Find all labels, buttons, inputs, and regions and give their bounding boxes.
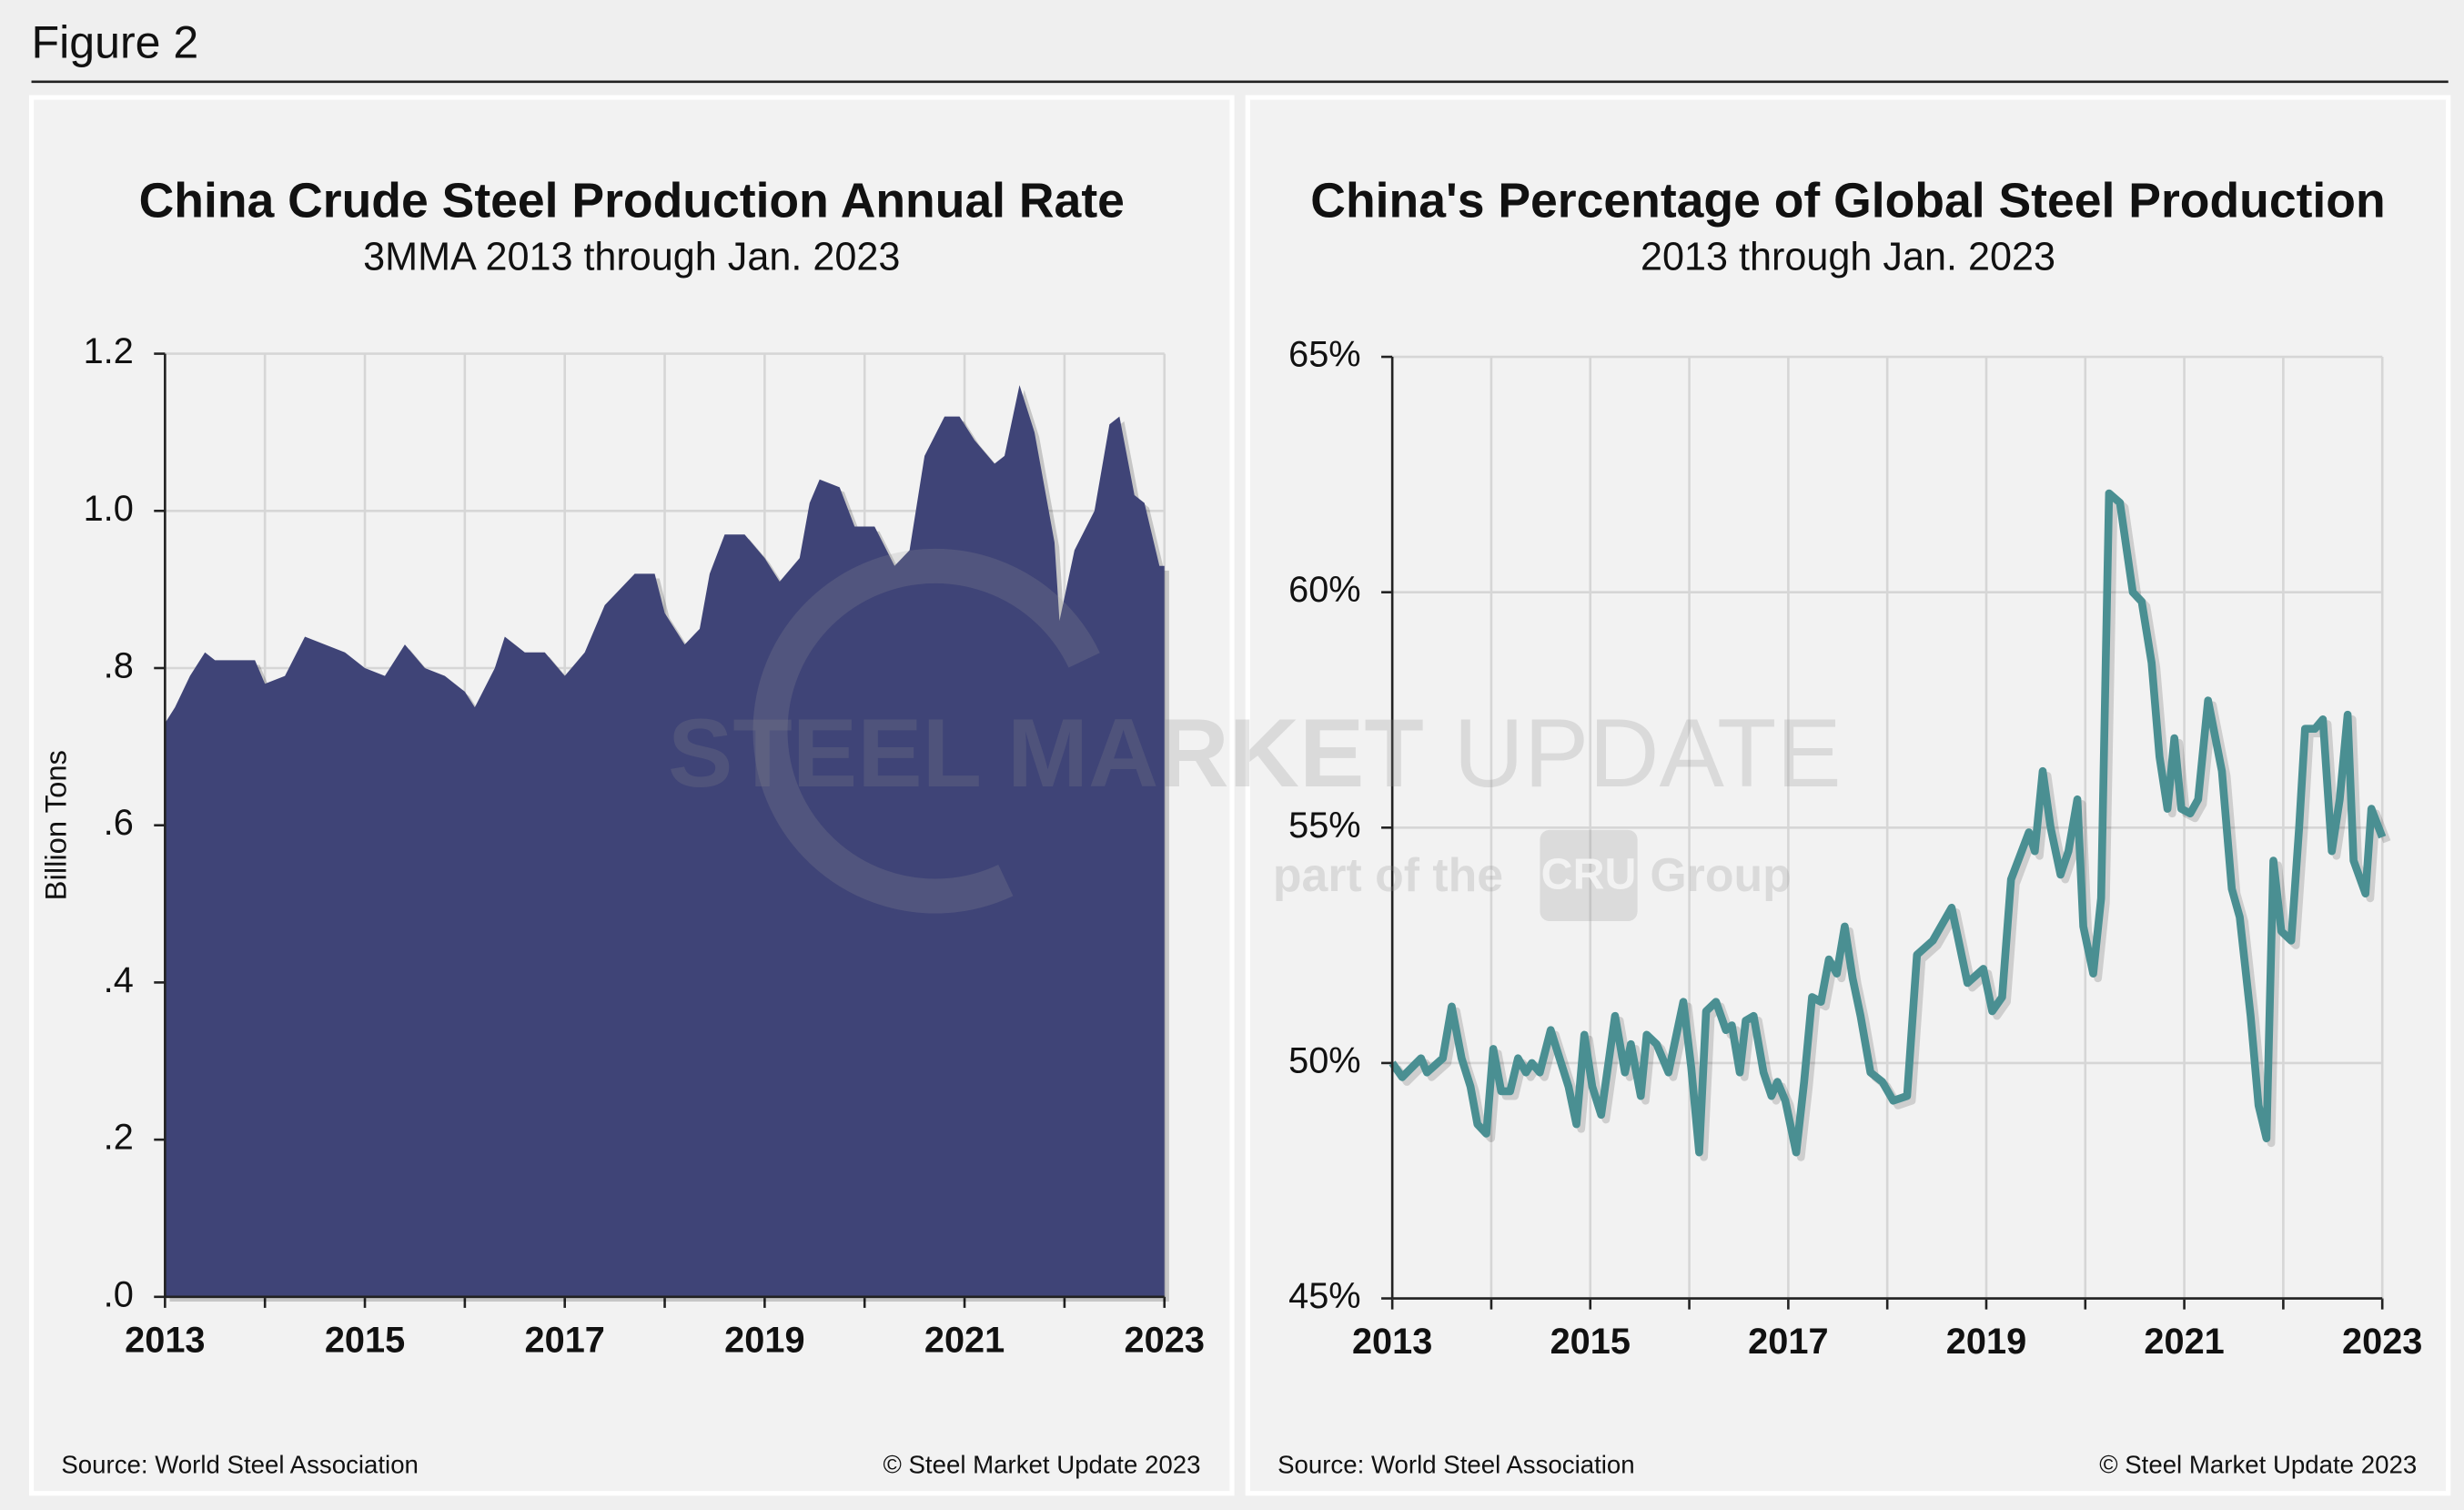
x-tick-label: 2023 — [2342, 1322, 2422, 1362]
y-tick-label: .6 — [104, 803, 134, 843]
x-tick-label: 2021 — [924, 1320, 1005, 1360]
x-tick-label: 2015 — [1550, 1322, 1631, 1362]
y-tick-label: 55% — [1288, 806, 1360, 846]
watermark-arc — [752, 548, 1100, 914]
copyright: © Steel Market Update 2023 — [2099, 1451, 2417, 1479]
y-tick-label: 65% — [1288, 335, 1360, 375]
x-tick-label: 2013 — [1352, 1322, 1432, 1362]
watermark-text: STEEL MARKET — [668, 698, 1424, 807]
x-tick-label: 2015 — [325, 1320, 405, 1360]
y-tick-label: .2 — [104, 1118, 134, 1158]
chart-subtitle: 3MMA 2013 through Jan. 2023 — [363, 235, 900, 279]
y-tick-label: 45% — [1288, 1276, 1360, 1316]
area — [165, 385, 1165, 1297]
watermark-text: CRU — [1541, 849, 1637, 898]
watermark: STEEL MARKET UPDATE part of the CRU Grou… — [668, 548, 1842, 922]
panel — [1245, 95, 2451, 1496]
x-tick-label: 2019 — [724, 1320, 804, 1360]
y-tick-label: 50% — [1288, 1040, 1360, 1080]
chart-title: China Crude Steel Production Annual Rate — [139, 175, 1125, 228]
x-tick-label: 2023 — [1125, 1320, 1205, 1360]
figure-title: Figure 2 — [32, 16, 199, 67]
watermark-logo — [1540, 829, 1638, 922]
chart-subtitle: 2013 through Jan. 2023 — [1641, 235, 2055, 279]
source: Source: World Steel Association — [61, 1451, 419, 1479]
y-tick-label: 1.0 — [84, 489, 134, 529]
y-tick-label: .4 — [104, 960, 134, 1000]
chart-title: China's Percentage of Global Steel Produ… — [1310, 175, 2385, 228]
x-tick-label: 2021 — [2144, 1322, 2224, 1362]
y-tick-label: 60% — [1288, 570, 1360, 610]
plots: China Crude Steel Production Annual Rate… — [39, 175, 2423, 1479]
watermark-text: part of the — [1273, 848, 1503, 901]
y-tick-label: .8 — [104, 645, 134, 685]
y-axis-label: Billion Tons — [39, 750, 73, 900]
source: Source: World Steel Association — [1277, 1451, 1635, 1479]
x-tick-label: 2017 — [525, 1320, 605, 1360]
x-tick-label: 2017 — [1748, 1322, 1828, 1362]
watermark-text: Group — [1650, 848, 1791, 901]
line — [1389, 489, 2387, 1157]
copyright: © Steel Market Update 2023 — [883, 1451, 1200, 1479]
x-tick-label: 2013 — [125, 1320, 205, 1360]
watermark-text: UPDATE — [1454, 698, 1842, 807]
y-tick-label: 1.2 — [84, 331, 134, 371]
y-tick-label: .0 — [104, 1274, 134, 1314]
x-tick-label: 2019 — [1946, 1322, 2026, 1362]
